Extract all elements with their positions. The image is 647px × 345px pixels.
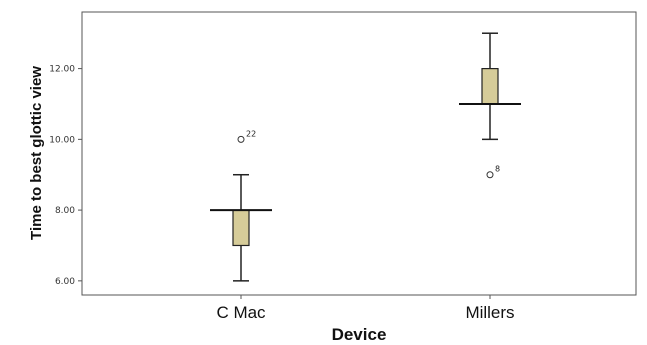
y-axis-title: Time to best glottic view <box>28 66 45 240</box>
box-millers: 8 <box>459 32 521 179</box>
y-tick-label: 10.00 <box>49 135 75 145</box>
outlier-label: 8 <box>495 165 500 174</box>
plot-area <box>81 11 637 296</box>
y-tick-label: 12.00 <box>49 65 75 75</box>
outlier-point <box>486 171 494 179</box>
boxes-layer: 22 8 <box>210 32 521 282</box>
outlier-label: 22 <box>246 129 256 138</box>
x-category-label: Millers <box>465 303 514 322</box>
y-tick-label: 6.00 <box>55 277 75 287</box>
y-tick-label: 8.00 <box>55 206 75 216</box>
box-c-mac: 22 <box>210 129 272 282</box>
x-category-label: C Mac <box>216 303 266 322</box>
iqr-box <box>232 209 250 247</box>
iqr-box <box>481 67 499 105</box>
outlier-point <box>237 135 245 143</box>
x-axis: C Mac Millers <box>216 295 515 322</box>
x-axis-title: Device <box>332 325 387 344</box>
y-axis: 6.00 8.00 10.00 12.00 <box>49 65 82 287</box>
